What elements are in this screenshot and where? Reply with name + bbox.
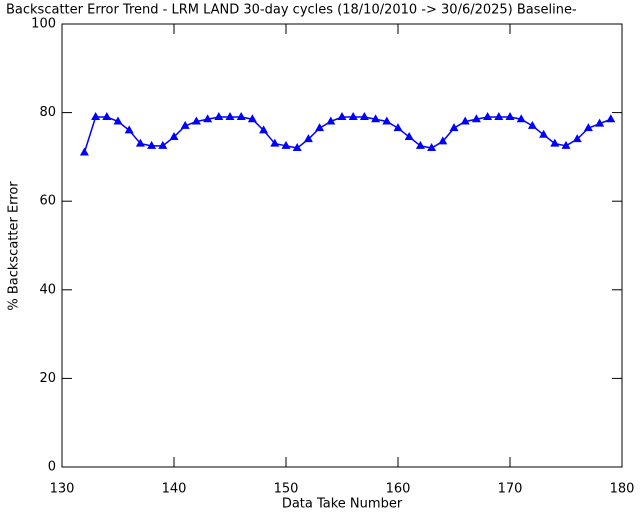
marker — [203, 114, 213, 123]
y-tick-label: 80 — [39, 105, 56, 120]
marker — [494, 112, 504, 121]
marker — [281, 140, 291, 149]
marker — [449, 123, 459, 132]
marker — [337, 112, 347, 121]
marker — [270, 138, 280, 147]
marker — [236, 112, 246, 121]
marker — [102, 112, 112, 121]
marker — [259, 125, 269, 134]
marker — [225, 112, 235, 121]
marker — [438, 136, 448, 145]
marker — [158, 140, 168, 149]
x-tick-label: 180 — [610, 482, 635, 497]
marker — [147, 140, 157, 149]
marker — [247, 114, 257, 123]
marker — [550, 138, 560, 147]
marker — [135, 138, 145, 147]
marker — [91, 112, 101, 121]
marker — [214, 112, 224, 121]
marker — [516, 114, 526, 123]
marker — [415, 140, 425, 149]
y-tick-label: 0 — [48, 460, 56, 475]
x-tick-label: 160 — [386, 482, 411, 497]
marker — [359, 112, 369, 121]
marker — [169, 131, 179, 140]
marker — [561, 140, 571, 149]
marker — [180, 120, 190, 129]
marker — [404, 131, 414, 140]
marker — [527, 120, 537, 129]
marker — [191, 116, 201, 125]
x-tick-label: 150 — [274, 482, 299, 497]
x-tick-label: 130 — [50, 482, 75, 497]
plot-frame — [61, 23, 623, 468]
y-tick-label: 100 — [31, 17, 56, 32]
marker — [471, 114, 481, 123]
marker — [371, 114, 381, 123]
marker — [292, 143, 302, 152]
marker — [348, 112, 358, 121]
marker — [427, 143, 437, 152]
y-tick-label: 60 — [39, 194, 56, 209]
marker — [113, 116, 123, 125]
y-axis-label: % Backscatter Error — [7, 181, 22, 311]
marker — [572, 134, 582, 143]
marker — [539, 129, 549, 138]
marker — [382, 116, 392, 125]
chart-title: Backscatter Error Trend - LRM LAND 30-da… — [6, 3, 577, 18]
y-tick-label: 40 — [39, 282, 56, 297]
marker — [483, 112, 493, 121]
x-tick-label: 140 — [162, 482, 187, 497]
marker — [505, 112, 515, 121]
y-tick-label: 20 — [39, 371, 56, 386]
marker — [595, 118, 605, 127]
marker — [393, 123, 403, 132]
x-axis-label: Data Take Number — [282, 497, 403, 512]
x-tick-label: 170 — [498, 482, 523, 497]
marker — [79, 147, 89, 156]
marker — [326, 116, 336, 125]
marker — [315, 123, 325, 132]
marker — [460, 116, 470, 125]
marker — [606, 114, 616, 123]
marker — [303, 134, 313, 143]
marker — [583, 123, 593, 132]
marker — [124, 125, 134, 134]
